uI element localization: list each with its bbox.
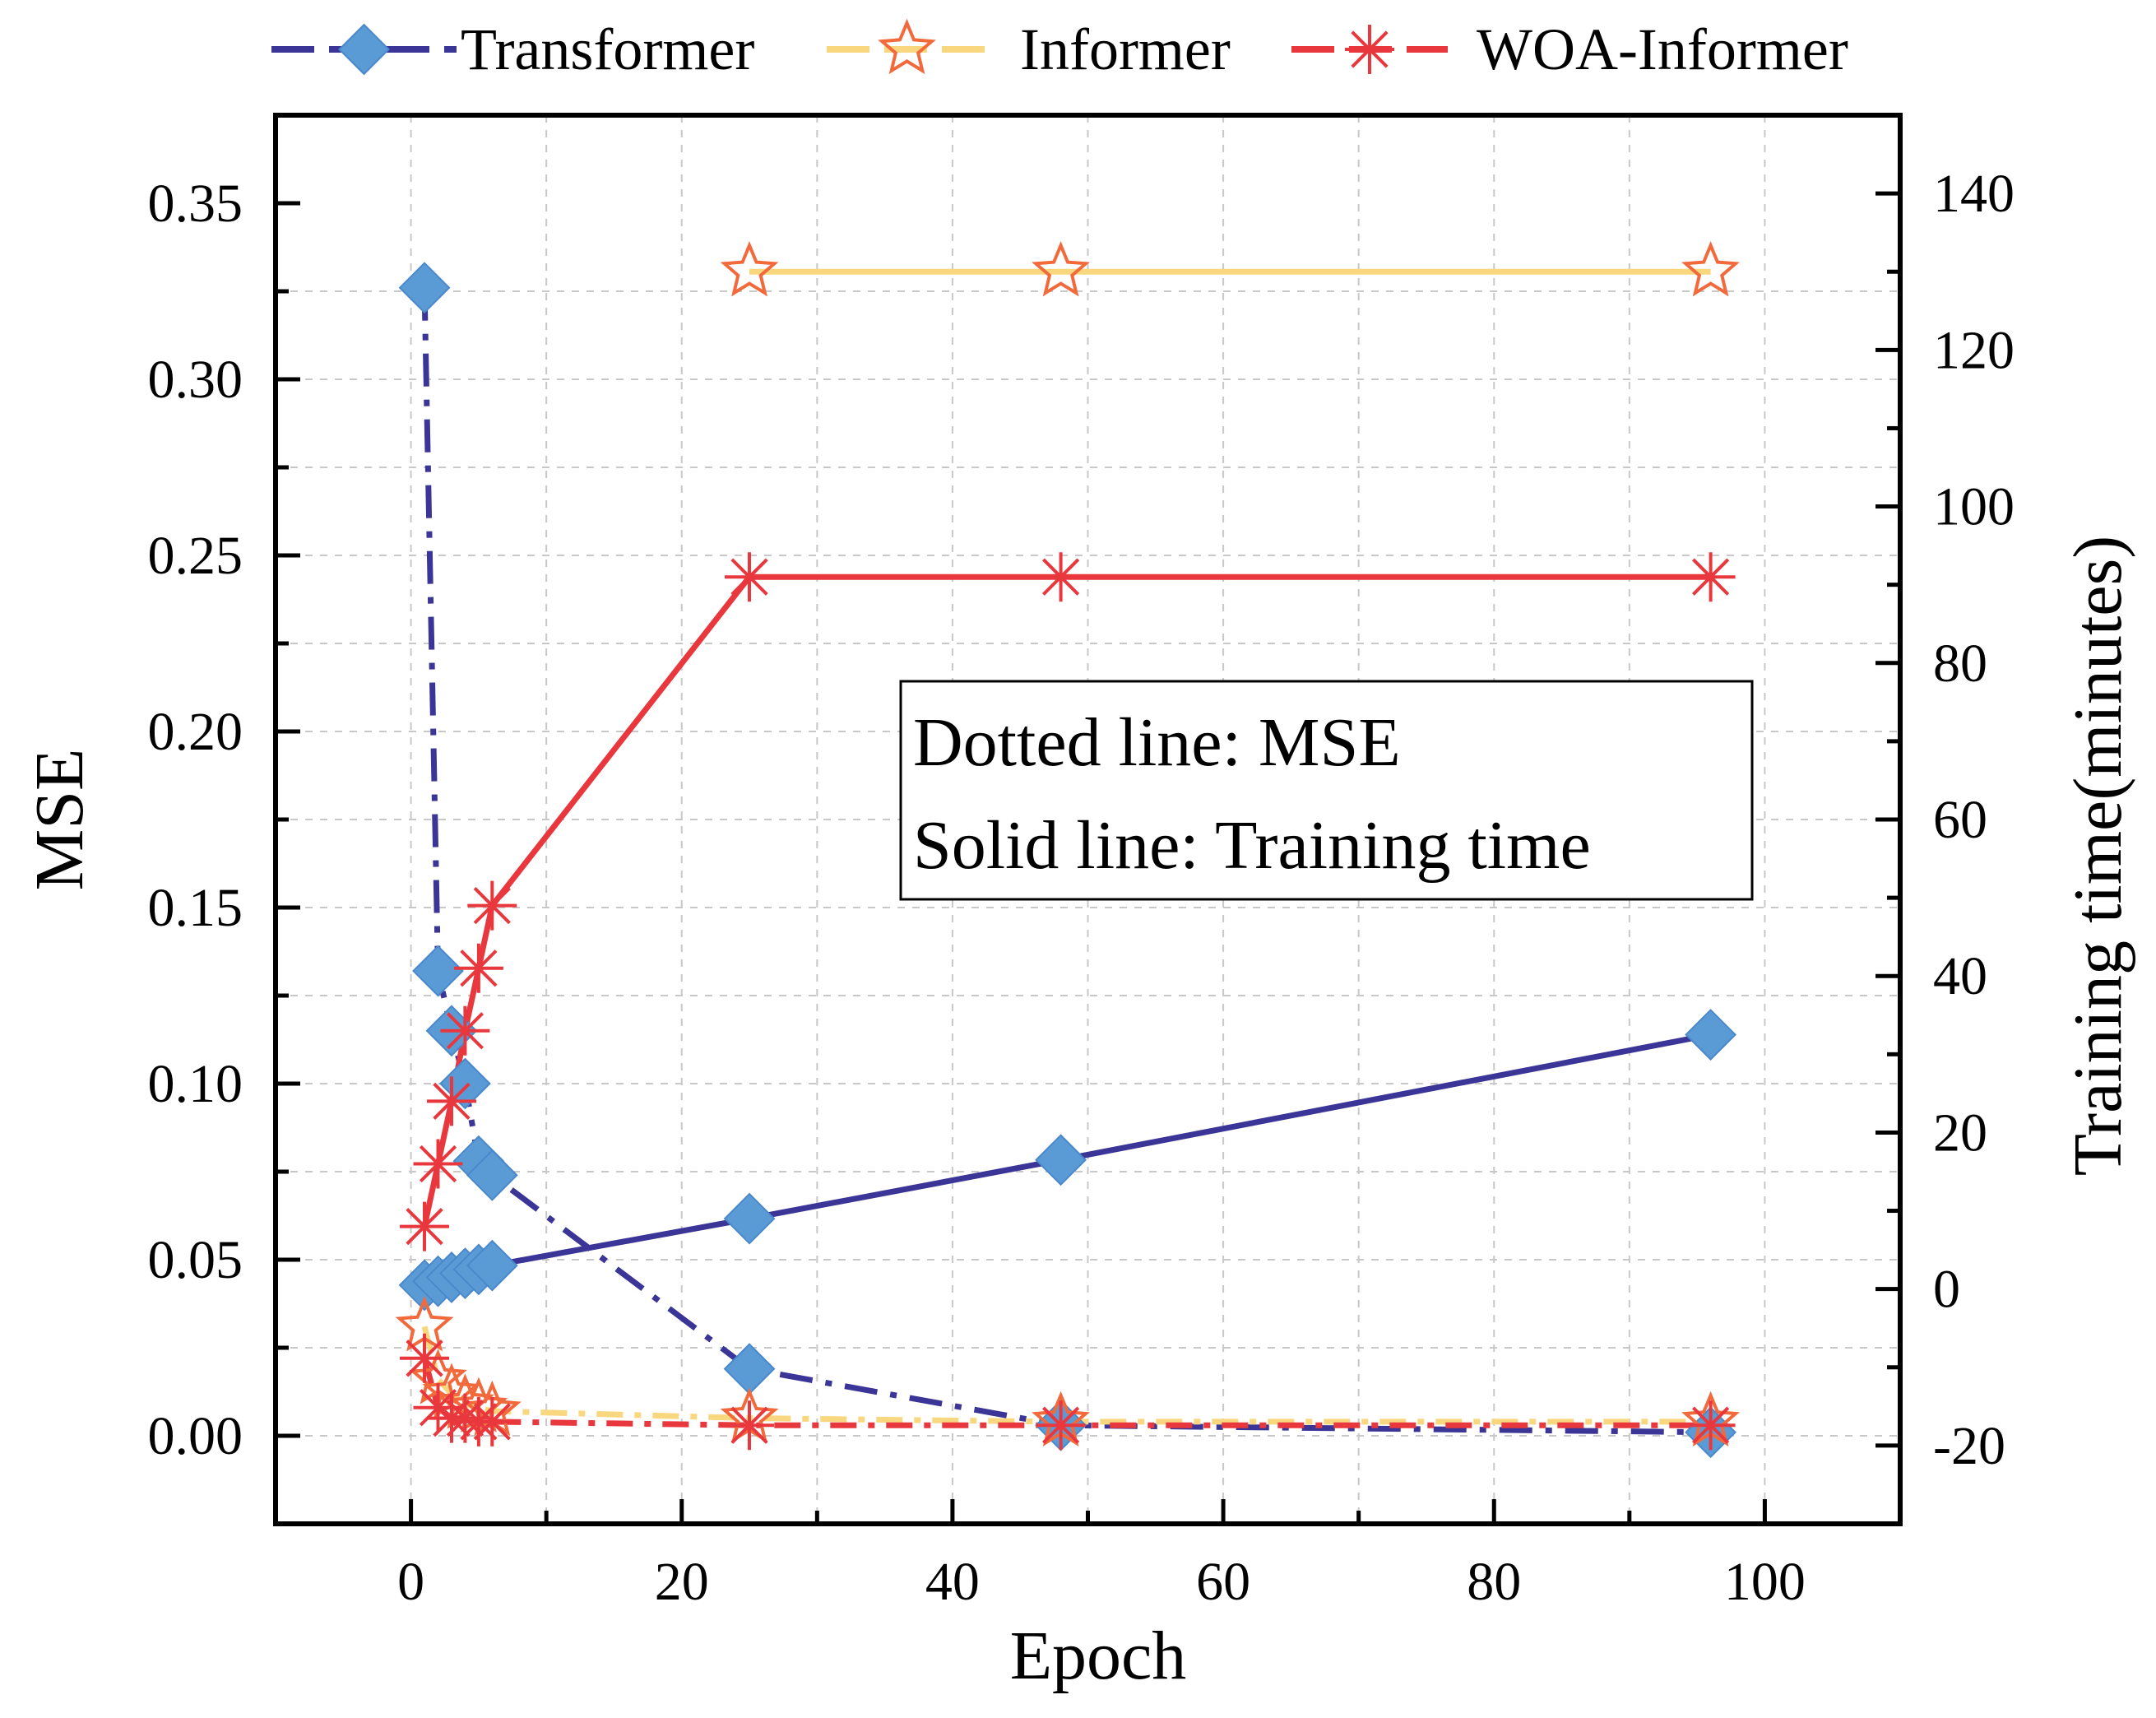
right-tick-label: -20: [1933, 1416, 2005, 1476]
woa-mse-point: [440, 1393, 490, 1443]
left-tick-label: 0.15: [148, 878, 243, 938]
x-tick-label: 40: [925, 1552, 980, 1612]
x-tick-label: 0: [397, 1552, 424, 1612]
transformer-time-point: [466, 1239, 518, 1292]
legend-item-woa: WOA-Informer: [1291, 16, 1848, 82]
legend-label-informer: Informer: [1020, 16, 1231, 82]
left-tick-label: 0.10: [148, 1054, 243, 1114]
right-tick-label: 40: [1933, 946, 1987, 1006]
woa-mse-point: [467, 1396, 517, 1446]
annotation-line-1: Dotted line: MSE: [913, 704, 1401, 781]
x-axis-title: Epoch: [1010, 1618, 1187, 1694]
x-tick-label: 80: [1467, 1552, 1521, 1612]
woa-mse-point: [400, 1333, 449, 1383]
series-layer: [395, 240, 1740, 1459]
woa-time-point: [427, 1076, 476, 1126]
legend-item-informer: Informer: [827, 16, 1231, 82]
woa-mse-point: [1036, 1400, 1086, 1451]
woa-time-point: [1036, 552, 1086, 602]
right-tick-label: 60: [1933, 790, 1987, 850]
left-tick-label: 0.25: [148, 526, 243, 586]
informer-time-point: [1032, 240, 1090, 297]
legend-label-woa: WOA-Informer: [1477, 16, 1848, 82]
transformer-mse-point: [466, 1149, 518, 1201]
annotation-box: Dotted line: MSE Solid line: Training ti…: [899, 680, 1754, 901]
woa-time-point: [467, 880, 517, 931]
woa-mse-point: [413, 1382, 463, 1432]
right-tick-label: 120: [1933, 320, 2015, 380]
transformer-time-point: [1685, 1009, 1736, 1061]
left-tick-label: 0.35: [148, 174, 243, 234]
transformer-time-point: [723, 1192, 776, 1245]
right-tick-label: 20: [1933, 1103, 1987, 1163]
woa-time-point: [1685, 552, 1736, 602]
x-tick-label: 60: [1196, 1552, 1250, 1612]
transformer-time-point: [1035, 1134, 1087, 1186]
annotation-line-2: Solid line: Training time: [913, 807, 1591, 884]
legend-marker-woa: [1345, 25, 1394, 74]
left-tick-label: 0.30: [148, 350, 243, 410]
x-tick-label: 20: [655, 1552, 709, 1612]
legend-label-transformer: Transformer: [461, 16, 754, 82]
legend-marker-transformer: [338, 23, 390, 76]
woa-time-point: [400, 1201, 449, 1251]
annotation-frame: [899, 680, 1754, 901]
right-tick-label: 0: [1933, 1260, 1960, 1320]
transformer-mse-point: [398, 262, 451, 314]
left-tick-label: 0.20: [148, 702, 243, 762]
woa-mse-point: [725, 1400, 774, 1451]
woa-time-point: [725, 552, 774, 602]
woa-mse-point: [1685, 1400, 1736, 1451]
x-tick-label: 100: [1724, 1552, 1806, 1612]
left-tick-label: 0.00: [148, 1406, 243, 1466]
right-tick-label: 100: [1933, 477, 2015, 537]
legend-item-transformer: Transformer: [271, 16, 754, 82]
woa-time-point: [453, 943, 503, 993]
axis-layer: 0 20 40 60 80 100 0.00 0.05 0.10 0.15 0.20 0.25 0.30…: [148, 164, 2015, 1612]
woa-time-point: [413, 1139, 463, 1189]
informer-time-point: [1681, 240, 1740, 297]
right-axis-title: Training time(minutes): [2060, 536, 2136, 1177]
right-tick-label: 140: [1933, 164, 2015, 224]
left-tick-label: 0.05: [148, 1230, 243, 1290]
informer-time-point: [720, 240, 779, 297]
woa-time-point: [440, 1005, 490, 1056]
legend-marker-informer: [878, 18, 936, 75]
legend: Transformer Informer WOA-Informer: [271, 16, 1848, 82]
transformer-mse-point: [412, 945, 464, 997]
right-tick-label: 80: [1933, 634, 1987, 694]
left-axis-title: MSE: [21, 749, 98, 891]
